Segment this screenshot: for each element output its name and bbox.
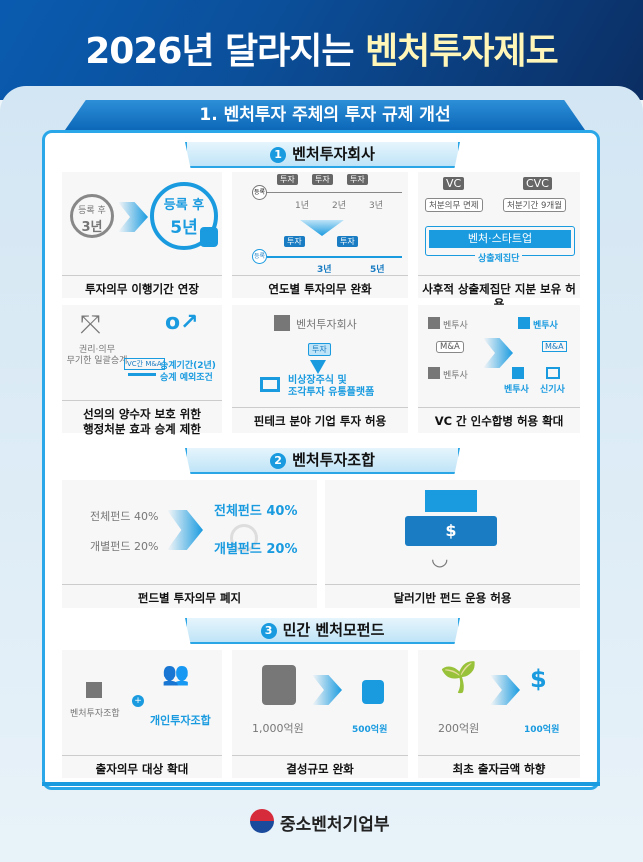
arrow-right-icon xyxy=(118,202,148,232)
coin-stack-icon xyxy=(262,665,296,705)
people-network-icon: 👥 xyxy=(162,662,190,687)
arrow-down-icon xyxy=(300,220,344,236)
item-dollar-fund: $ ◡ 달러기반 펀드 운용 허용 xyxy=(325,480,580,608)
item-fund-obligation: 전체펀드 40% 개별펀드 20% 전체펀드 40% 개별펀드 20% 펀드별 … xyxy=(62,480,317,608)
arrow-down-icon xyxy=(310,360,326,374)
plus-icon: + xyxy=(132,695,144,707)
arrow-right-icon xyxy=(312,675,342,705)
split-arrows-icon: ⤧ xyxy=(80,310,101,340)
money-plant-icon: $ xyxy=(530,665,547,693)
dollar-bills-icon: $ xyxy=(405,516,497,546)
monitor-icon xyxy=(260,377,280,392)
item-initial-contribution: 🌱 $ 200억원 100억원 최초 출자금액 하향 xyxy=(418,650,580,778)
building-icon xyxy=(428,367,440,379)
taegeuk-emblem-icon xyxy=(250,809,274,833)
building-icon xyxy=(512,367,524,379)
item-ma-succession: ⤧ 권리·의무 무기한 일괄승계 VC간 M&A o↗ 승계기간(2년) 승계 예… xyxy=(62,305,222,436)
item-fintech-investment: 벤처투자회사 투자 비상장주식 및 조각투자 유통플랫폼 핀테크 분야 기업 투자… xyxy=(232,305,408,433)
city-buildings-icon xyxy=(425,490,477,512)
subsection-tab-venture-company: 1 벤처투자회사 xyxy=(185,142,460,168)
hands-icon: ◡ xyxy=(431,546,449,570)
item-fund-size: 1,000억원 500억원 결성규모 완화 xyxy=(232,650,408,778)
building-icon xyxy=(86,682,102,698)
section-title: 1. 벤처투자 주체의 투자 규제 개선 xyxy=(65,100,585,130)
arrow-right-icon xyxy=(490,675,520,705)
header-banner xyxy=(0,0,643,100)
sprout-hand-icon: 🌱 xyxy=(440,660,478,695)
item-holding-allowed: VC CVC 처분의무 면제 처분기간 9개월 벤처·스타트업 상출제집단 사후적 … xyxy=(418,172,580,311)
subsection-tab-venture-fund: 2 벤처투자조합 xyxy=(185,448,460,474)
building-icon xyxy=(274,315,290,331)
bottom-rule xyxy=(42,782,600,786)
prohibited-icon xyxy=(230,524,258,552)
building-icon xyxy=(518,317,530,329)
building-icon xyxy=(428,317,440,329)
item-investor-scope: 벤처투자조합 + 👥 개인투자조합 출자의무 대상 확대 xyxy=(62,650,222,778)
item-yearly-obligation: 투자 투자 투자 등록 1년 2년 3년 투자 투자 등록 3년 5년 연도별 투자의무 완… xyxy=(232,172,408,298)
laptop-icon xyxy=(546,367,560,379)
page-title: 2026년 달라지는 벤처투자제도 xyxy=(85,31,559,72)
coins-icon xyxy=(200,227,218,247)
item-investment-period: 등록 후 3년 등록 후 5년 투자의무 이행기간 연장 xyxy=(62,172,222,298)
success-path-icon: o↗ xyxy=(165,310,199,335)
item-vc-merger: 벤투사 M&A 벤투사 벤투사 M&A 벤투사 신기사 VC 간 인수합병 허용 … xyxy=(418,305,580,433)
ministry-logo: 중소벤처기업부 xyxy=(250,806,400,836)
arrow-right-icon xyxy=(483,338,513,368)
coin-stack-icon xyxy=(362,680,384,704)
subsection-tab-fund-of-funds: 3 민간 벤처모펀드 xyxy=(185,618,460,644)
arrow-right-icon xyxy=(167,510,203,550)
